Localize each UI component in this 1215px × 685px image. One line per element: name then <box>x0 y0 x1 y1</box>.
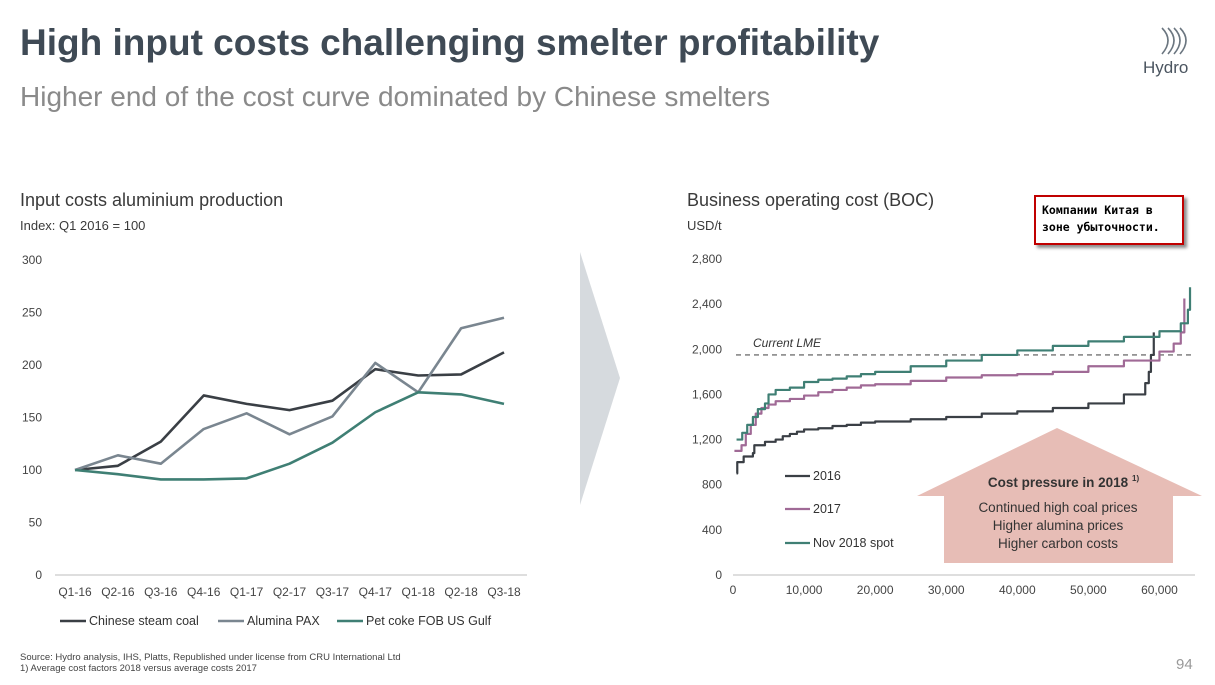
x-tick-label: 20,000 <box>857 583 894 597</box>
y-tick-label: 2,000 <box>692 342 722 356</box>
y-tick-label: 200 <box>22 358 42 372</box>
x-tick-label: Q2-18 <box>444 585 478 599</box>
boc-cost-curve-chart: 0 400 800 1,200 1,600 2,000 2,400 2,800 0 10,000 2… <box>692 252 1202 597</box>
x-tick-label: Q2-16 <box>101 585 135 599</box>
legend-label: Nov 2018 spot <box>813 536 894 550</box>
x-tick-label: 0 <box>730 583 737 597</box>
callout-line-2: зоне убыточности. <box>1042 220 1160 234</box>
series-curve-2017 <box>734 298 1186 452</box>
y-tick-label: 50 <box>29 516 43 530</box>
cost-pressure-title: Cost pressure in 2018 <box>988 475 1129 490</box>
series-curve-2016 <box>736 332 1155 475</box>
y-tick-label: 0 <box>35 568 42 582</box>
legend-label: Pet coke FOB US Gulf <box>366 614 492 628</box>
legend-label: Chinese steam coal <box>89 614 199 628</box>
x-tick-label: Q1-17 <box>230 585 264 599</box>
callout-line-1: Компании Китая в <box>1042 203 1153 217</box>
chevron-arrow-icon <box>580 252 620 505</box>
x-tick-label: Q3-18 <box>487 585 521 599</box>
current-lme-label: Current LME <box>753 336 822 350</box>
cost-pressure-item: Higher carbon costs <box>998 536 1118 551</box>
callout-box: Компании Китая в зоне убыточности. <box>1034 195 1184 245</box>
x-tick-label: 60,000 <box>1141 583 1178 597</box>
x-tick-label: Q3-16 <box>144 585 178 599</box>
x-tick-label: 30,000 <box>928 583 965 597</box>
series-line-pet-coke-fob-us-gulf <box>74 391 505 481</box>
series-line-chinese-steam-coal <box>74 351 505 472</box>
legend-label: 2017 <box>813 502 841 516</box>
y-tick-label: 100 <box>22 463 42 477</box>
series-curve-nov-2018-spot <box>736 287 1192 441</box>
x-tick-label: Q4-17 <box>359 585 393 599</box>
input-costs-chart: 0 50 100 150 200 250 300 Q1-16 Q2-16 Q3-16 Q4-16 Q1… <box>22 253 527 628</box>
logo-text: Hydro <box>1143 58 1189 77</box>
right-chart-ylabel: USD/t <box>687 218 722 233</box>
page-number: 94 <box>1176 656 1193 673</box>
x-tick-label: Q1-18 <box>402 585 436 599</box>
series-line-alumina-pax <box>74 316 505 472</box>
left-chart-title: Input costs aluminium production <box>20 190 284 210</box>
x-tick-label: Q3-17 <box>316 585 350 599</box>
y-tick-label: 2,800 <box>692 252 722 266</box>
footer-note: 1) Average cost factors 2018 versus aver… <box>20 663 257 674</box>
x-tick-label: Q2-17 <box>273 585 307 599</box>
page-title: High input costs challenging smelter pro… <box>20 22 880 63</box>
x-tick-label: Q4-16 <box>187 585 221 599</box>
y-tick-label: 150 <box>22 411 42 425</box>
left-chart-subtitle: Index: Q1 2016 = 100 <box>20 218 146 233</box>
x-tick-label: 10,000 <box>786 583 823 597</box>
cost-pressure-arrow-icon <box>917 428 1202 563</box>
cost-pressure-item: Higher alumina prices <box>993 518 1124 533</box>
y-tick-label: 800 <box>702 478 722 492</box>
cost-pressure-superscript: 1) <box>1132 474 1139 483</box>
footer-notes: Source: Hydro analysis, IHS, Platts, Rep… <box>20 652 401 674</box>
legend-label: 2016 <box>813 469 841 483</box>
legend-label: Alumina PAX <box>247 614 320 628</box>
y-tick-label: 1,600 <box>692 387 722 401</box>
y-tick-label: 1,200 <box>692 433 722 447</box>
hydro-logo-icon <box>1161 27 1187 55</box>
y-tick-label: 2,400 <box>692 297 722 311</box>
footer-source: Source: Hydro analysis, IHS, Platts, Rep… <box>20 652 401 663</box>
x-tick-label: 50,000 <box>1070 583 1107 597</box>
cost-pressure-item: Continued high coal prices <box>978 500 1137 515</box>
x-tick-label: 40,000 <box>999 583 1036 597</box>
page-subtitle: Higher end of the cost curve dominated b… <box>20 81 771 112</box>
y-tick-label: 400 <box>702 523 722 537</box>
x-tick-label: Q1-16 <box>58 585 92 599</box>
right-chart-title: Business operating cost (BOC) <box>687 190 935 210</box>
y-tick-label: 300 <box>22 253 42 267</box>
y-tick-label: 0 <box>715 568 722 582</box>
y-tick-label: 250 <box>22 306 42 320</box>
